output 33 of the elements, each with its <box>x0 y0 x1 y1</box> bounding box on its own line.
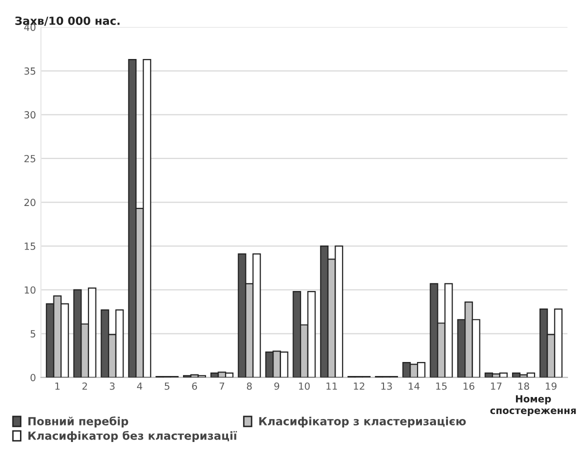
x-tick-label: 12 <box>354 382 364 390</box>
x-axis-title: Номер спостереження <box>490 395 576 416</box>
x-tick-label: 17 <box>491 382 502 390</box>
x-tick-label: 6 <box>192 382 197 390</box>
y-axis-title: Захв/10 000 нас. <box>15 16 120 26</box>
x-tick-label: 5 <box>164 382 170 390</box>
y-tick-label: 20 <box>24 198 36 206</box>
y-tick-label: 25 <box>24 154 36 162</box>
y-tick-label: 40 <box>24 24 36 31</box>
y-tick-label: 35 <box>24 67 36 75</box>
legend-label: Класифікатор з кластеризацією <box>259 416 466 428</box>
x-tick-label: 16 <box>464 382 474 390</box>
x-tick-label: 13 <box>381 382 392 390</box>
y-tick-label: 30 <box>24 111 36 119</box>
y-tick-label: 10 <box>24 286 36 294</box>
x-tick-label: 8 <box>246 382 252 390</box>
legend-label: Повний перебір <box>28 416 128 428</box>
x-tick-label: 14 <box>408 382 420 390</box>
legend-label: Класифікатор без кластеризації <box>28 430 237 442</box>
y-tick-label: 5 <box>30 330 36 338</box>
y-tick-label: 15 <box>24 242 36 250</box>
x-tick-label: 3 <box>110 382 115 390</box>
x-tick-label: 15 <box>436 382 447 390</box>
x-tick-label: 2 <box>82 382 87 390</box>
y-tick-label: 0 <box>30 374 36 382</box>
x-tick-label: 11 <box>326 382 337 390</box>
x-tick-label: 4 <box>137 382 142 390</box>
x-tick-label: 1 <box>55 382 60 390</box>
x-tick-label: 7 <box>220 382 224 390</box>
x-tick-label: 18 <box>518 382 530 390</box>
x-tick-label: 19 <box>546 382 556 390</box>
x-tick-label: 10 <box>299 382 310 390</box>
x-tick-label: 9 <box>274 382 280 390</box>
